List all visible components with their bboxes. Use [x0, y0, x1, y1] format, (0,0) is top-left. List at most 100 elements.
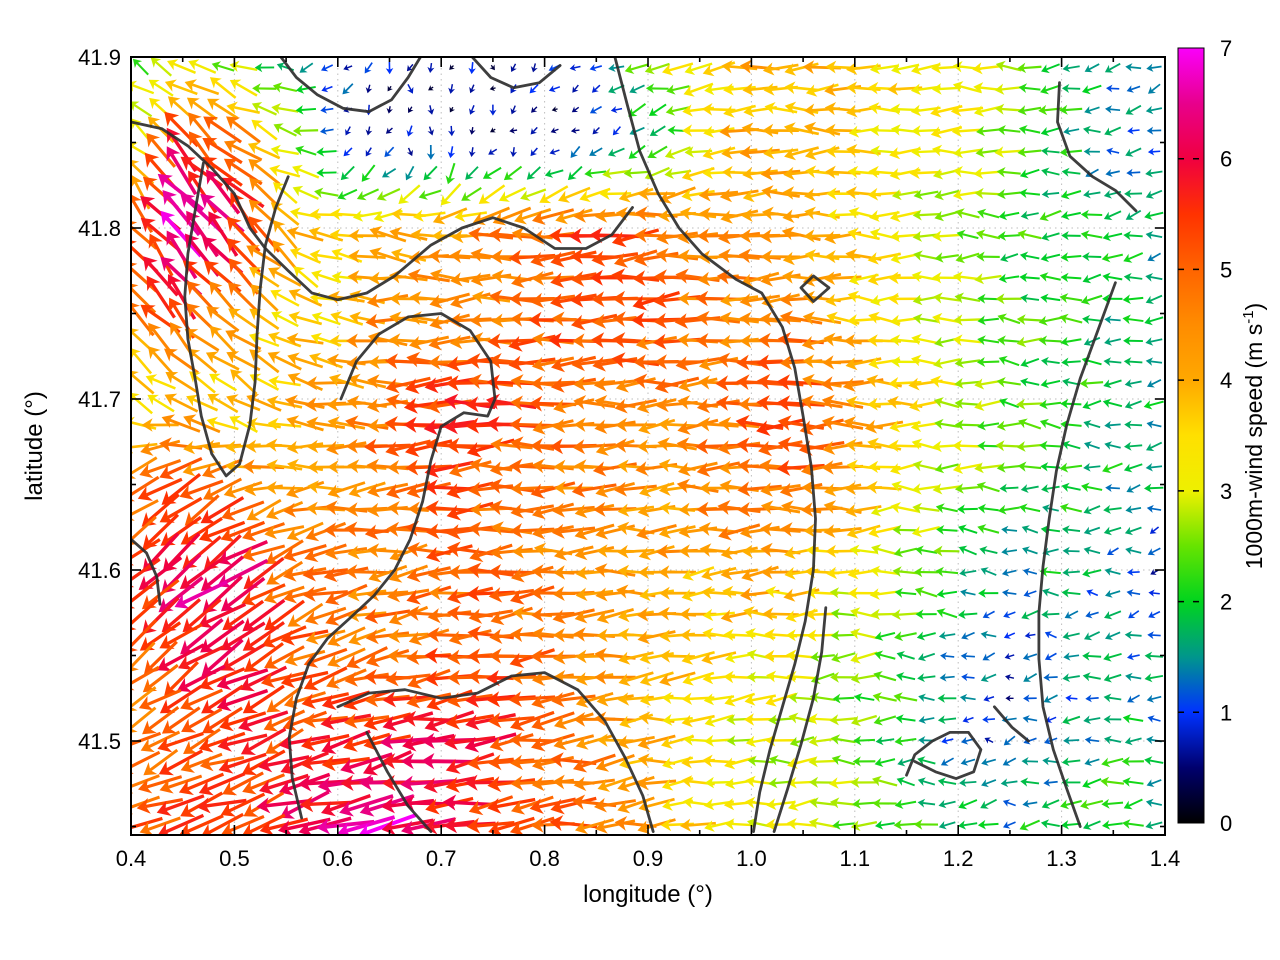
wind-arrow-shaft	[353, 646, 388, 665]
wind-arrow-shaft	[231, 480, 263, 494]
wind-arrow-head	[509, 291, 522, 307]
wind-arrow-shaft	[361, 188, 380, 198]
wind-arrow-head	[204, 260, 220, 276]
wind-arrow-head	[305, 376, 318, 391]
wind-arrow-shaft	[986, 610, 995, 617]
wind-arrow-head	[532, 458, 545, 474]
wind-arrow-shaft	[690, 62, 713, 72]
wind-arrow-shaft	[941, 506, 958, 513]
wind-arrow-head	[382, 691, 397, 708]
wind-arrow-head	[424, 670, 439, 687]
wind-arrow-head	[304, 547, 319, 563]
wind-arrow-head	[132, 499, 135, 502]
wind-arrow-shaft	[770, 63, 799, 71]
wind-arrow-head	[1084, 736, 1092, 745]
wind-arrow-head	[387, 501, 400, 516]
wind-arrow-head	[701, 586, 713, 600]
wind-arrow-shaft	[271, 645, 305, 666]
wind-arrow-head	[465, 714, 480, 731]
wind-arrow-shaft	[479, 206, 511, 222]
wind-arrow-head	[509, 820, 523, 834]
wind-arrow-head	[1043, 695, 1052, 703]
wind-arrow-head	[468, 800, 484, 816]
contour-line	[183, 161, 290, 478]
wind-arrow-shaft	[1046, 150, 1060, 154]
wind-arrow-shaft	[901, 779, 915, 787]
wind-arrow-shaft	[684, 357, 720, 366]
wind-arrow-shaft	[1049, 716, 1057, 721]
wind-arrow-shaft	[167, 472, 202, 501]
contour-line	[613, 58, 817, 833]
wind-arrow-shaft	[228, 792, 266, 813]
wind-arrow-shaft	[132, 750, 161, 768]
wind-arrow-head	[737, 502, 751, 518]
wind-arrow-shaft	[856, 632, 878, 640]
wind-arrow-shaft	[132, 456, 158, 475]
wind-arrow-shaft	[450, 146, 454, 154]
wind-arrow-shaft	[471, 84, 475, 90]
wind-arrow-head	[825, 145, 837, 158]
wind-arrow-head	[249, 267, 262, 279]
wind-arrow-head	[744, 713, 755, 726]
wind-arrow-head	[592, 461, 607, 477]
wind-arrow-head	[779, 482, 794, 498]
wind-arrow-head	[1041, 800, 1051, 809]
wind-arrow-head	[548, 332, 562, 349]
wind-arrow-head	[614, 252, 629, 268]
wind-arrow-head	[1040, 819, 1050, 829]
wind-arrow-head	[145, 374, 158, 386]
wind-arrow-head	[618, 628, 630, 642]
wind-arrow-head	[306, 416, 319, 431]
wind-arrow-shaft	[1023, 149, 1042, 154]
wind-arrow-head	[186, 394, 199, 407]
wind-arrow-head	[954, 398, 964, 409]
wind-arrow-shaft	[1088, 422, 1101, 429]
wind-arrow-shaft	[670, 146, 691, 156]
wind-arrow-shaft	[959, 84, 982, 94]
wind-arrow-head	[445, 375, 459, 392]
wind-arrow-shaft	[298, 270, 319, 289]
wind-arrow-head	[847, 290, 860, 303]
wind-arrow-head	[995, 293, 1005, 305]
wind-arrow-shaft	[1149, 211, 1164, 217]
wind-arrow-head	[391, 207, 402, 221]
wind-arrow-head	[186, 280, 201, 296]
wind-arrow-shaft	[709, 107, 736, 112]
wind-arrow-head	[1144, 210, 1153, 220]
wind-arrow-head	[653, 333, 667, 350]
wind-arrow-head	[200, 193, 216, 209]
wind-arrow-head	[573, 776, 587, 792]
wind-arrow-shaft	[1086, 294, 1103, 302]
wind-arrow-head	[575, 566, 588, 580]
wind-arrow-head	[488, 587, 503, 603]
wind-arrow-shaft	[940, 189, 960, 197]
wind-arrow-shaft	[224, 558, 269, 584]
wind-arrow-head	[467, 754, 481, 771]
wind-arrow-shaft	[1129, 549, 1142, 554]
wind-arrow-shaft	[136, 62, 149, 76]
wind-arrow-head	[1104, 735, 1112, 745]
wind-arrow-shaft	[229, 814, 265, 833]
wind-arrow-head	[289, 207, 301, 220]
wind-arrow-shaft	[1108, 738, 1122, 743]
wind-arrow-head	[1041, 167, 1050, 177]
wind-arrow-shaft	[918, 526, 940, 534]
wind-arrow-head	[590, 332, 605, 349]
wind-arrow-head	[654, 354, 667, 370]
wind-arrow-shaft	[1087, 399, 1102, 407]
wind-arrow-shaft	[226, 752, 267, 769]
wind-arrow-head	[132, 518, 135, 521]
wind-arrow-shaft	[809, 335, 843, 346]
wind-arrow-head	[756, 395, 770, 411]
wind-arrow-shaft	[1008, 654, 1015, 658]
wind-arrow-shaft	[880, 738, 895, 743]
wind-arrow-head	[1039, 399, 1048, 410]
wind-arrow-head	[1145, 357, 1154, 366]
wind-arrow-head	[426, 627, 440, 643]
wind-arrow-shaft	[214, 330, 237, 355]
wind-arrow-shaft	[206, 619, 245, 649]
wind-arrow-shaft	[209, 120, 242, 144]
wind-arrow-shaft	[1131, 654, 1140, 658]
wind-arrow-head	[1083, 821, 1092, 830]
wind-arrow-shaft	[165, 813, 205, 834]
